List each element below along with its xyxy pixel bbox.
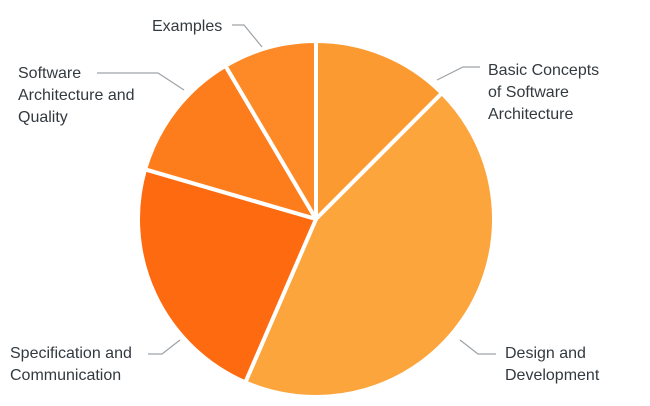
- slice-label-0-line-0: Basic Concepts: [488, 62, 599, 79]
- slice-label-0-line-2: Architecture: [488, 106, 573, 123]
- slice-label-3-line-0: Software: [18, 65, 81, 82]
- leader-line-1: [459, 339, 496, 355]
- pie-slice-3: [143, 63, 318, 221]
- leader-line-4: [232, 24, 263, 48]
- slice-label-3-line-1: Architecture and: [18, 87, 135, 104]
- leader-lines: [97, 24, 496, 355]
- pie-slice-0: [314, 39, 444, 221]
- slice-label-4: Examples: [152, 18, 222, 35]
- slice-label-1-line-0: Design and: [505, 345, 586, 362]
- leader-line-0: [436, 66, 480, 81]
- slice-label-3: Software Architecture and Quality: [18, 65, 135, 126]
- slice-label-1-line-1: Development: [505, 367, 600, 384]
- slice-label-2: Specification and Communication: [10, 345, 132, 384]
- pie-slices: [136, 39, 496, 399]
- slice-label-3-line-2: Quality: [18, 109, 68, 126]
- pie-slice-4: [223, 39, 318, 221]
- pie-slice-2: [136, 167, 318, 385]
- leader-line-3: [97, 72, 185, 91]
- slice-label-0: Basic Concepts of Software Architecture: [488, 62, 599, 123]
- slice-label-1: Design and Development: [505, 345, 600, 384]
- leader-line-2: [148, 339, 181, 355]
- slice-labels: Basic Concepts of Software Architecture Des…: [10, 18, 600, 384]
- slice-label-2-line-0: Specification and: [10, 345, 132, 362]
- slice-label-2-line-1: Communication: [10, 367, 121, 384]
- slice-label-0-line-1: of Software: [488, 84, 569, 101]
- slice-label-4-line-0: Examples: [152, 18, 222, 35]
- pie-slice-1: [243, 91, 496, 399]
